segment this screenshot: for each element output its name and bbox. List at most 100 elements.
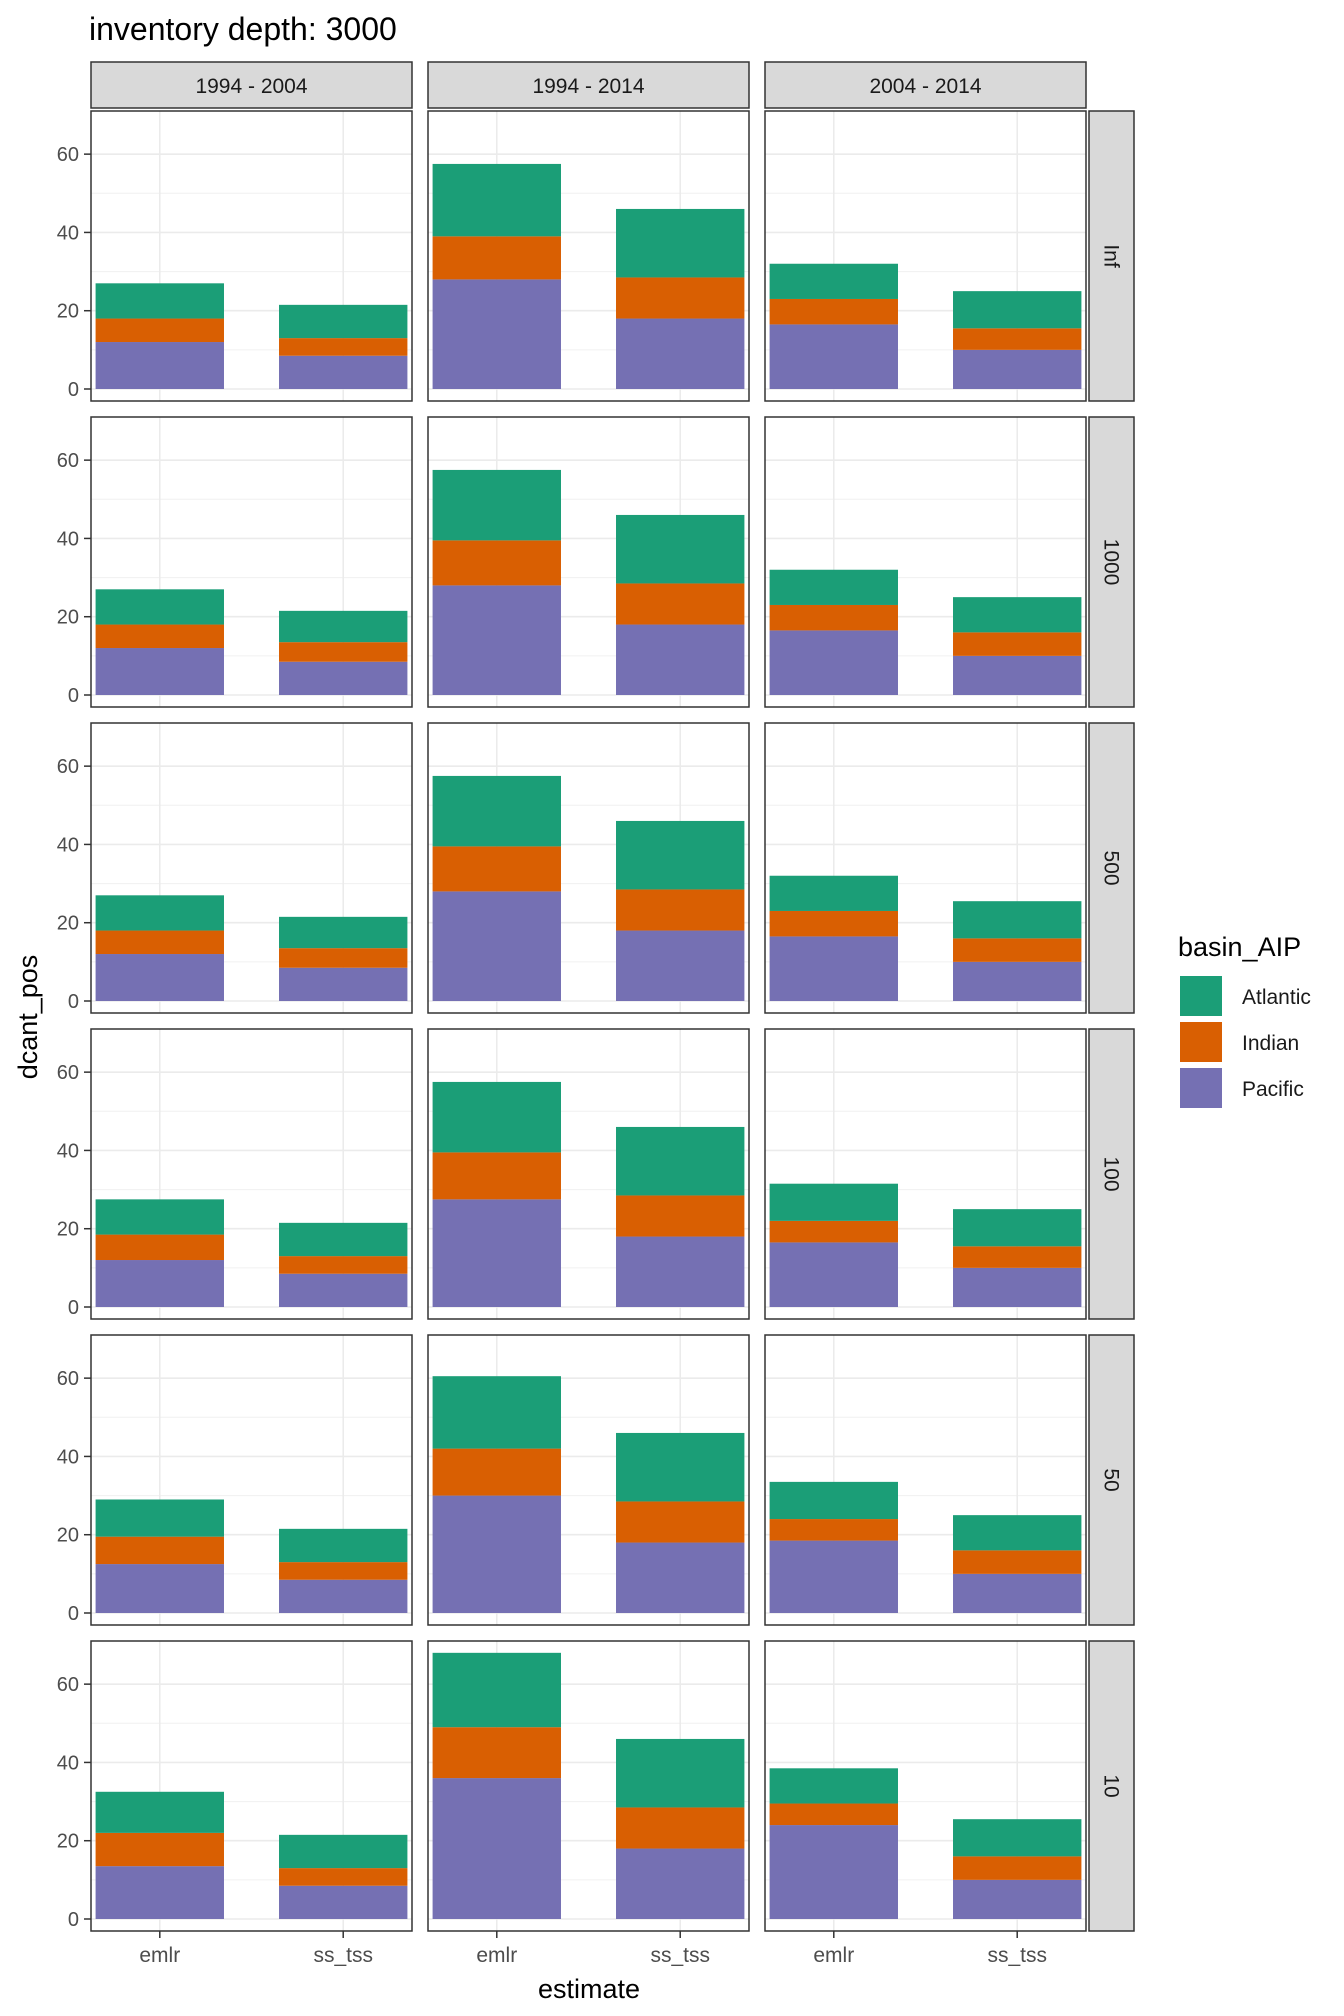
- bar-segment-atlantic: [953, 1209, 1082, 1247]
- legend-key-atlantic: [1180, 976, 1222, 1016]
- legend-label-indian: Indian: [1242, 1032, 1299, 1055]
- bar-segment-pacific: [769, 936, 898, 1001]
- bar-segment-atlantic: [279, 916, 408, 949]
- bar-segment-indian: [279, 948, 408, 968]
- y-tick-label: 0: [68, 991, 79, 1013]
- bar-segment-atlantic: [769, 569, 898, 605]
- bar-segment-indian: [279, 1256, 408, 1274]
- facet-strip-col: [764, 61, 1087, 109]
- y-tick-label: 60: [57, 756, 79, 778]
- bar-segment-atlantic: [953, 597, 1082, 633]
- bar-segment-pacific: [769, 324, 898, 389]
- y-tick-label: 40: [57, 528, 79, 550]
- panel-border: [764, 1028, 1087, 1320]
- bar-segment-pacific: [95, 648, 224, 695]
- panel-border: [427, 722, 750, 1014]
- bar-segment-pacific: [616, 318, 745, 389]
- panel-border: [764, 722, 1087, 1014]
- facet-strip-row-label: Inf: [1100, 244, 1123, 268]
- bar-segment-atlantic: [769, 1481, 898, 1520]
- chart-title: inventory depth: 3000: [89, 11, 397, 47]
- panel-border: [427, 110, 750, 402]
- facet-strip-col: [90, 61, 413, 109]
- bar-segment-pacific: [95, 1564, 224, 1613]
- facet-strip-row: [1088, 416, 1135, 708]
- panels-layer: 1994 - 2004 1994 - 2014 2004 - 2014 0 20 40 60…: [57, 61, 1135, 1967]
- y-tick-label: 60: [57, 1674, 79, 1696]
- x-tick-label: ss_tss: [650, 1944, 710, 1967]
- legend-key-pacific: [1180, 1068, 1222, 1108]
- x-tick-label: emlr: [813, 1944, 854, 1967]
- bar-segment-atlantic: [769, 263, 898, 299]
- bar-segment-indian: [616, 277, 745, 319]
- bar-segment-indian: [953, 1246, 1082, 1268]
- bar-segment-atlantic: [279, 610, 408, 643]
- legend-label-pacific: Pacific: [1242, 1078, 1304, 1101]
- y-tick-label: 20: [57, 913, 79, 935]
- bar-segment-indian: [432, 1727, 561, 1779]
- y-tick-label: 20: [57, 607, 79, 629]
- bar-segment-atlantic: [769, 1183, 898, 1221]
- bar-segment-atlantic: [95, 1791, 224, 1833]
- facet-strip-col-label: 2004 - 2014: [869, 75, 981, 98]
- bar-segment-pacific: [769, 1242, 898, 1307]
- y-tick-label: 60: [57, 144, 79, 166]
- facet-strip-row: [1088, 110, 1135, 402]
- bar-segment-indian: [616, 1195, 745, 1237]
- bar-segment-pacific: [616, 624, 745, 695]
- bar-segment-pacific: [616, 1542, 745, 1613]
- panel-border: [90, 110, 413, 402]
- facet-strip-row-label: 100: [1100, 1156, 1123, 1191]
- facet-strip-col: [427, 61, 750, 109]
- y-tick-label: 0: [68, 379, 79, 401]
- bar-segment-indian: [769, 910, 898, 937]
- bar-segment-indian: [95, 930, 224, 955]
- bar-segment-atlantic: [279, 1222, 408, 1257]
- bar-segment-pacific: [432, 585, 561, 695]
- bar-segment-indian: [953, 632, 1082, 656]
- bar-segment-atlantic: [95, 1499, 224, 1537]
- bar-segment-indian: [95, 1536, 224, 1565]
- legend: basin_AIP Atlantic Indian Pacific: [1178, 932, 1311, 1108]
- bar-segment-pacific: [432, 891, 561, 1001]
- bar-segment-pacific: [279, 1579, 408, 1613]
- y-tick-label: 20: [57, 1831, 79, 1853]
- bar-segment-indian: [95, 1832, 224, 1867]
- bar-segment-atlantic: [953, 1515, 1082, 1551]
- y-tick-label: 20: [57, 1219, 79, 1241]
- panel-border: [90, 416, 413, 708]
- bar-segment-indian: [616, 1501, 745, 1543]
- bar-segment-atlantic: [953, 901, 1082, 939]
- y-tick-label: 40: [57, 834, 79, 856]
- bar-segment-pacific: [616, 930, 745, 1001]
- bar-segment-atlantic: [616, 1126, 745, 1196]
- bar-segment-pacific: [279, 1273, 408, 1307]
- y-tick-label: 40: [57, 1446, 79, 1468]
- facet-strip-row-label: 500: [1100, 850, 1123, 885]
- bar-segment-pacific: [953, 655, 1082, 695]
- x-tick-label: ss_tss: [313, 1944, 373, 1967]
- bar-segment-pacific: [279, 967, 408, 1001]
- panel-border: [427, 416, 750, 708]
- y-tick-label: 0: [68, 1909, 79, 1931]
- bar-segment-pacific: [953, 1573, 1082, 1613]
- x-tick-label: emlr: [139, 1944, 180, 1967]
- bar-segment-pacific: [432, 1199, 561, 1307]
- y-tick-label: 0: [68, 1603, 79, 1625]
- bar-segment-indian: [769, 298, 898, 325]
- bar-segment-indian: [95, 1234, 224, 1261]
- bar-segment-atlantic: [279, 1834, 408, 1869]
- bar-segment-pacific: [432, 1495, 561, 1613]
- bar-segment-pacific: [769, 630, 898, 695]
- bar-segment-atlantic: [616, 514, 745, 584]
- bar-segment-indian: [953, 1856, 1082, 1880]
- bar-segment-indian: [616, 889, 745, 931]
- bar-segment-pacific: [95, 1260, 224, 1307]
- bar-segment-indian: [769, 1519, 898, 1541]
- bar-segment-indian: [432, 846, 561, 892]
- facet-strip-row: [1088, 722, 1135, 1014]
- bar-segment-indian: [279, 1868, 408, 1886]
- bar-segment-atlantic: [616, 1738, 745, 1808]
- bar-segment-indian: [279, 642, 408, 662]
- bar-segment-atlantic: [95, 895, 224, 931]
